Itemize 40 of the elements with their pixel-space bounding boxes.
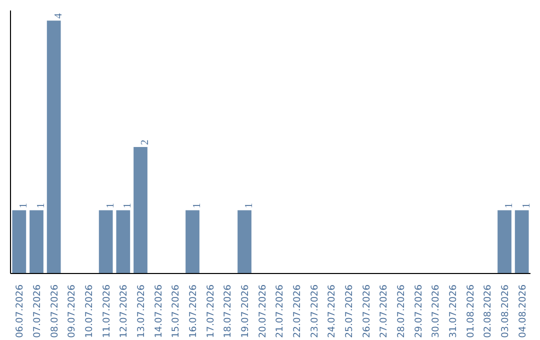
x-tick-label: 22.07.2026 (292, 284, 303, 338)
x-tick-label: 29.07.2026 (413, 284, 424, 338)
x-tick-label: 02.08.2026 (482, 284, 494, 338)
x-tick-label: 27.07.2026 (378, 284, 390, 338)
x-tick-label: 04.08.2026 (517, 284, 528, 338)
x-tick-label: 17.07.2026 (205, 284, 216, 338)
x-tick-label: 09.07.2026 (66, 284, 78, 338)
x-tick-label: 31.07.2026 (448, 284, 459, 338)
x-tick-label: 10.07.2026 (84, 284, 95, 338)
data-label: 2 (140, 140, 151, 146)
x-tick-label: 07.07.2026 (32, 284, 43, 338)
x-tick-label: 15.07.2026 (170, 284, 182, 338)
data-label: 1 (105, 202, 116, 208)
x-tick-label: 30.07.2026 (430, 284, 442, 338)
data-label: 1 (122, 202, 134, 208)
x-tick-label: 24.07.2026 (326, 284, 338, 338)
x-tick-label: 12.07.2026 (118, 284, 130, 338)
data-label: 1 (504, 202, 515, 208)
x-tick-label: 19.07.2026 (240, 284, 251, 338)
x-tick-label: 08.07.2026 (49, 284, 60, 338)
x-tick-label: 03.08.2026 (500, 284, 511, 338)
data-label: 1 (36, 202, 47, 208)
data-label: 1 (192, 202, 203, 208)
x-tick-label: 25.07.2026 (344, 284, 355, 338)
x-tick-label: 11.07.2026 (101, 284, 112, 338)
x-tick-label: 28.07.2026 (396, 284, 407, 338)
x-tick-label: 06.07.2026 (14, 284, 26, 338)
data-label: 4 (53, 12, 64, 19)
x-tick-label: 16.07.2026 (188, 284, 199, 338)
x-tick-label: 20.07.2026 (257, 284, 268, 338)
x-tick-label: 21.07.2026 (274, 284, 286, 338)
x-tick-label: 13.07.2026 (136, 284, 147, 338)
x-tick-label: 26.07.2026 (361, 284, 372, 338)
data-label: 1 (244, 202, 255, 208)
x-tick-label: 23.07.2026 (309, 284, 320, 338)
x-tick-label: 18.07.2026 (222, 284, 234, 338)
data-label: 1 (18, 202, 30, 208)
data-label: 1 (521, 202, 532, 208)
x-tick-label: 14.07.2026 (153, 284, 164, 338)
x-tick-label: 01.08.2026 (465, 284, 476, 338)
